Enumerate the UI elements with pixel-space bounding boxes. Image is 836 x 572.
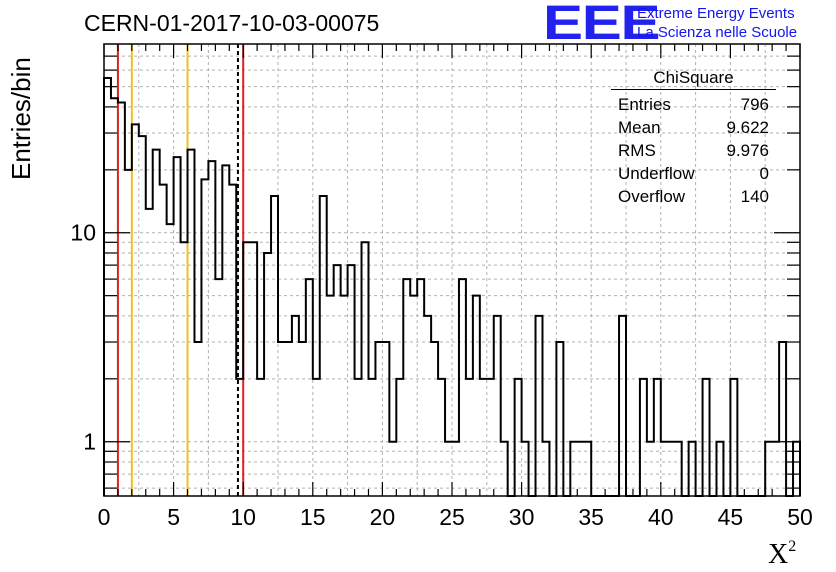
x-tick-label: 10 [230,504,256,530]
x-tick-label: 35 [578,504,604,530]
stats-label: Mean [618,118,661,137]
stats-label: Underflow [618,164,695,183]
x-axis-label-base: X [768,539,789,570]
x-tick-label: 50 [787,504,813,530]
stats-value: 140 [740,187,769,206]
stats-row-underflow: Underflow 0 [611,162,776,185]
stats-value: 9.976 [726,141,769,160]
x-axis-label-sup: 2 [788,538,797,555]
y-axis-label: Entries/bin [6,57,36,180]
x-tick-label: 15 [300,504,326,530]
x-tick-label: 5 [167,504,180,530]
stats-box: ChiSquare Entries 796 Mean 9.622 RMS 9.976 … [611,68,776,208]
stats-value: 0 [759,164,769,183]
stats-row-rms: RMS 9.976 [611,139,776,162]
stats-title: ChiSquare [611,68,776,90]
stats-row-mean: Mean 9.622 [611,116,776,139]
chart-title: CERN-01-2017-10-03-00075 [84,10,380,36]
eee-logo: EEE [543,0,661,50]
stats-row-overflow: Overflow 140 [611,185,776,208]
histogram-series [103,77,801,497]
y-tick-label: 10 [70,220,96,246]
stats-value: 9.622 [726,118,769,137]
logo-line-1: Extreme Energy Events [637,5,795,22]
stats-row-entries: Entries 796 [611,93,776,116]
x-tick-label: 45 [718,504,744,530]
stats-label: RMS [618,141,656,160]
stats-label: Overflow [618,187,686,206]
logo-text: Extreme Energy Events La Scienza nelle S… [637,4,797,42]
x-tick-label: 25 [439,504,465,530]
x-axis-label: X2 [768,538,796,571]
y-tick-label: 1 [83,429,96,455]
logo-line-2: La Scienza nelle Scuole [637,24,798,41]
x-tick-label: 40 [648,504,674,530]
x-tick-label: 0 [98,504,111,530]
stats-value: 796 [740,95,769,114]
x-tick-label: 20 [370,504,396,530]
x-tick-label: 30 [509,504,535,530]
stats-label: Entries [618,95,671,114]
